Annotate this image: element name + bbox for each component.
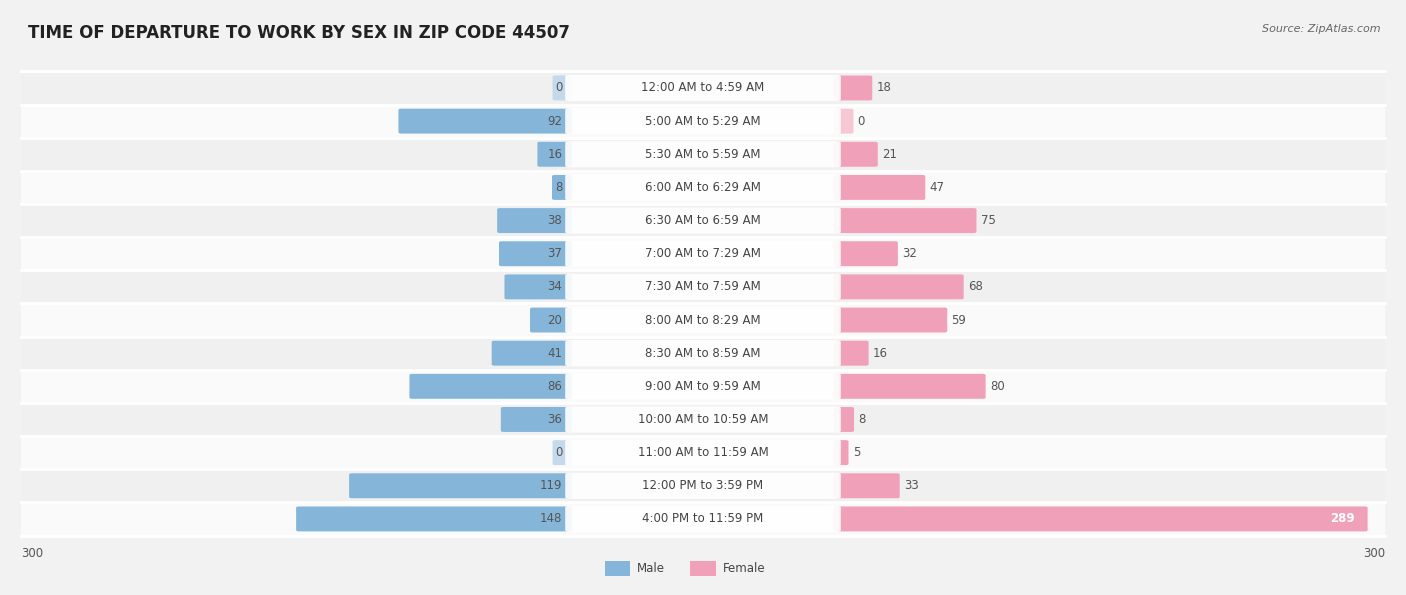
Text: Source: ZipAtlas.com: Source: ZipAtlas.com (1263, 24, 1381, 34)
Text: 47: 47 (929, 181, 945, 194)
Text: 11:00 AM to 11:59 AM: 11:00 AM to 11:59 AM (638, 446, 768, 459)
Text: 16: 16 (547, 148, 562, 161)
Text: 289: 289 (1330, 512, 1355, 525)
Text: 7:00 AM to 7:29 AM: 7:00 AM to 7:29 AM (645, 248, 761, 260)
Text: 36: 36 (547, 413, 562, 426)
Text: 5:30 AM to 5:59 AM: 5:30 AM to 5:59 AM (645, 148, 761, 161)
Text: 21: 21 (882, 148, 897, 161)
Text: 6:30 AM to 6:59 AM: 6:30 AM to 6:59 AM (645, 214, 761, 227)
Text: 32: 32 (903, 248, 917, 260)
Text: 75: 75 (981, 214, 995, 227)
Text: 92: 92 (547, 115, 562, 127)
Text: 300: 300 (1362, 547, 1385, 560)
Text: 6:00 AM to 6:29 AM: 6:00 AM to 6:29 AM (645, 181, 761, 194)
Text: 34: 34 (547, 280, 562, 293)
Text: 0: 0 (858, 115, 865, 127)
Text: 68: 68 (967, 280, 983, 293)
Text: 18: 18 (876, 82, 891, 95)
Text: 10:00 AM to 10:59 AM: 10:00 AM to 10:59 AM (638, 413, 768, 426)
Text: 0: 0 (555, 82, 562, 95)
Text: 0: 0 (555, 446, 562, 459)
Text: Male: Male (637, 562, 665, 575)
Text: 8:30 AM to 8:59 AM: 8:30 AM to 8:59 AM (645, 347, 761, 359)
Text: 119: 119 (540, 480, 562, 492)
Text: 33: 33 (904, 480, 918, 492)
Text: 8:00 AM to 8:29 AM: 8:00 AM to 8:29 AM (645, 314, 761, 327)
Text: 37: 37 (547, 248, 562, 260)
Text: 12:00 PM to 3:59 PM: 12:00 PM to 3:59 PM (643, 480, 763, 492)
Text: 9:00 AM to 9:59 AM: 9:00 AM to 9:59 AM (645, 380, 761, 393)
Text: 20: 20 (547, 314, 562, 327)
Text: 148: 148 (540, 512, 562, 525)
Text: 8: 8 (555, 181, 562, 194)
Text: 16: 16 (873, 347, 887, 359)
Text: 59: 59 (952, 314, 966, 327)
Text: 38: 38 (548, 214, 562, 227)
Text: 41: 41 (547, 347, 562, 359)
Text: TIME OF DEPARTURE TO WORK BY SEX IN ZIP CODE 44507: TIME OF DEPARTURE TO WORK BY SEX IN ZIP … (28, 24, 569, 42)
Text: 7:30 AM to 7:59 AM: 7:30 AM to 7:59 AM (645, 280, 761, 293)
Text: 12:00 AM to 4:59 AM: 12:00 AM to 4:59 AM (641, 82, 765, 95)
Text: 5: 5 (852, 446, 860, 459)
Text: 300: 300 (21, 547, 44, 560)
Text: 8: 8 (858, 413, 866, 426)
Text: Female: Female (723, 562, 765, 575)
Text: 80: 80 (990, 380, 1004, 393)
Text: 86: 86 (547, 380, 562, 393)
Text: 5:00 AM to 5:29 AM: 5:00 AM to 5:29 AM (645, 115, 761, 127)
Text: 4:00 PM to 11:59 PM: 4:00 PM to 11:59 PM (643, 512, 763, 525)
